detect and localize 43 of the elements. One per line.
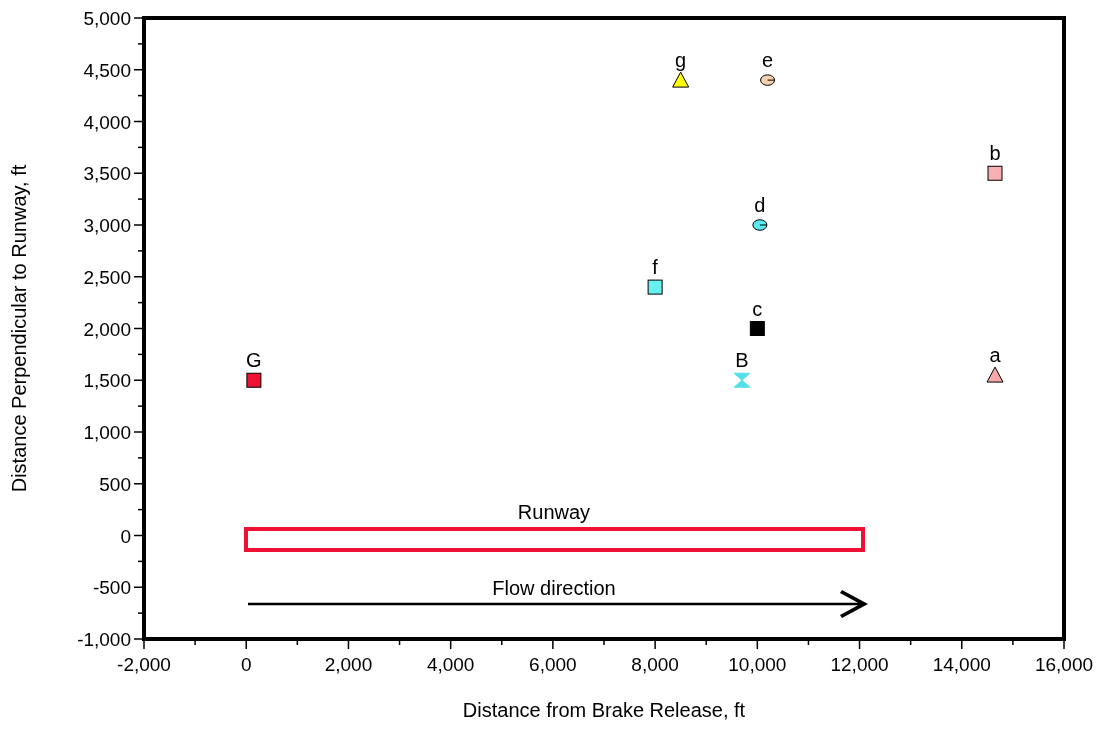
x-tick-label: 16,000 <box>1034 654 1094 675</box>
point <box>647 279 663 295</box>
y-tick-label: -1,000 <box>77 629 131 650</box>
series-label: b <box>989 142 1001 165</box>
y-tick-label: 1,500 <box>83 370 131 392</box>
series-label: e <box>761 49 774 72</box>
y-axis-title: Distance Perpendicular to Runway, ft <box>8 164 30 493</box>
x-tick-label: 2,000 <box>324 654 373 675</box>
y-tick-label: 3,500 <box>83 163 131 185</box>
x-tick-label: 8,000 <box>631 654 679 675</box>
x-tick-label: 0 <box>240 654 252 675</box>
series-label: g <box>675 49 687 72</box>
series-label: G <box>246 349 262 372</box>
y-tick-label: 0 <box>120 525 131 547</box>
point <box>749 321 765 336</box>
point <box>986 366 1004 383</box>
y-tick-label: 1,000 <box>83 422 131 443</box>
y-tick-label: 2,000 <box>83 318 131 340</box>
y-tick-label: 2,500 <box>83 266 131 288</box>
series-label: B <box>735 349 749 372</box>
annotation: Runway <box>517 501 591 523</box>
x-tick-label: -2,000 <box>117 654 171 675</box>
x-axis-title: Distance from Brake Release, ft <box>462 699 746 721</box>
x-tick-label: 4,000 <box>426 654 475 675</box>
x-tick-label: 12,000 <box>830 654 889 675</box>
series-label: f <box>652 256 659 279</box>
series-label: a <box>989 344 1002 367</box>
series-label: d <box>754 194 766 216</box>
point <box>733 372 751 388</box>
point <box>246 372 262 388</box>
point <box>672 71 690 88</box>
y-tick-label: 3,000 <box>83 215 131 236</box>
y-tick-label: 5,000 <box>83 8 131 29</box>
y-tick-label: 500 <box>99 473 131 495</box>
y-tick-label: 4,000 <box>83 111 131 133</box>
point <box>987 165 1003 181</box>
x-tick-label: 6,000 <box>529 654 577 675</box>
y-tick-label: -500 <box>92 577 131 599</box>
series-label: c <box>752 297 763 320</box>
annotation: Flow direction <box>492 577 616 599</box>
x-tick-label: 10,000 <box>728 654 787 675</box>
x-tick-label: 14,000 <box>932 654 991 675</box>
y-tick-label: 4,500 <box>83 59 131 81</box>
